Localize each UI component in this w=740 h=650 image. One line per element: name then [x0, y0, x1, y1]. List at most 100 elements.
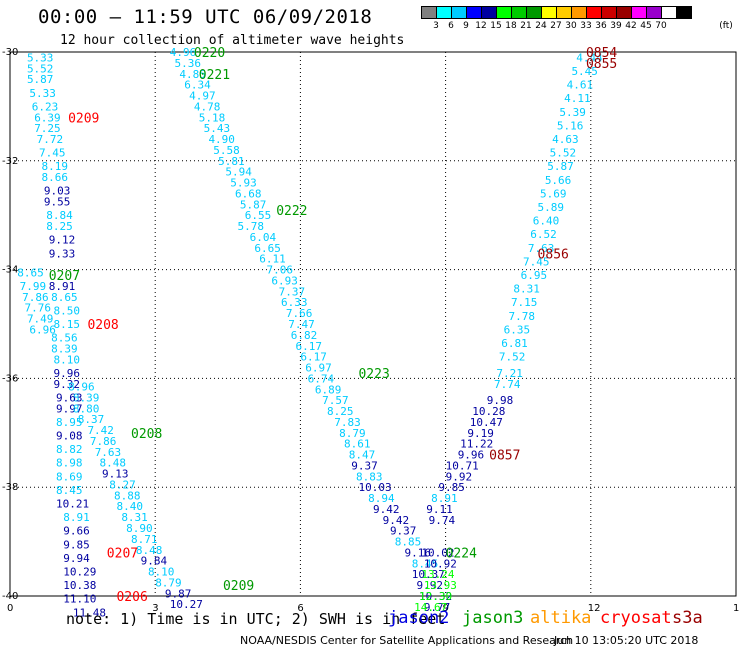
track-label: 0209	[68, 111, 99, 126]
swh-value: 8.61	[344, 438, 371, 451]
swh-value: 8.83	[356, 470, 383, 483]
chart-subtitle: 12 hour collection of altimeter wave hei…	[60, 33, 405, 48]
legend-label: 70	[655, 21, 667, 31]
swh-value: 8.96	[68, 381, 95, 394]
legend-label: 42	[625, 21, 637, 31]
x-tick-label: 15	[733, 603, 740, 614]
swh-value: 9.33	[49, 247, 76, 260]
swh-value: 13.24	[421, 568, 454, 581]
swh-value: 8.40	[116, 500, 143, 513]
swh-value: 7.47	[288, 318, 315, 331]
swh-value: 7.25	[34, 122, 61, 135]
track-label: 0224	[446, 546, 477, 561]
swh-value: 6.97	[305, 362, 332, 375]
swh-value: 7.74	[494, 378, 521, 391]
legend-label: 6	[448, 21, 454, 31]
swh-value: 5.18	[199, 111, 226, 124]
swh-value: 4.61	[567, 79, 594, 92]
swh-value: 8.10	[54, 353, 80, 366]
swh-value: 5.94	[225, 166, 252, 179]
color-legend	[421, 6, 692, 19]
legend-label: 27	[550, 21, 562, 31]
swh-value: 10.47	[470, 416, 503, 429]
swh-value: 7.63	[528, 242, 555, 255]
swh-value: 8.37	[78, 413, 105, 426]
swh-value: 14.67	[414, 601, 447, 614]
swh-value: 4.90	[208, 133, 235, 146]
y-tick-label: -32	[2, 156, 18, 167]
swh-value: 12.30	[419, 590, 452, 603]
track-label: 0856	[538, 247, 569, 262]
swh-value: 7.78	[509, 310, 536, 323]
swh-value: 9.87	[165, 587, 192, 600]
y-tick-label: -30	[2, 47, 18, 58]
swh-value: 10.27	[170, 598, 203, 611]
track-label: 0207	[49, 269, 80, 284]
swh-value: 9.97	[56, 402, 82, 415]
satellite-label-s3a: s3a	[672, 608, 703, 628]
swh-value: 4.85	[179, 68, 206, 81]
track-label: 0221	[199, 68, 230, 83]
swh-value: 7.76	[25, 302, 52, 315]
swh-value: 8.39	[51, 342, 78, 355]
swh-value: 5.52	[550, 147, 577, 160]
y-tick-label: -36	[2, 373, 18, 384]
legend-swatch	[676, 6, 692, 19]
color-legend-labels: 3 6 9 12 15 18 21 24 27 30 33 36 39 42 45 70 (ft)	[421, 21, 740, 33]
footer-credit: NOAA/NESDIS Center for Satellite Applica…	[240, 634, 574, 647]
legend-label: 45	[640, 21, 652, 31]
swh-value: 8.71	[131, 533, 158, 546]
swh-value: 8.91	[431, 492, 458, 505]
swh-value: 7.49	[27, 313, 54, 326]
swh-value: 6.34	[184, 79, 211, 92]
track-label: 0207	[107, 546, 138, 561]
swh-value: 9.55	[44, 196, 71, 209]
swh-value: 8.98	[56, 457, 82, 470]
legend-label: 12	[475, 21, 487, 31]
swh-value: 10.37	[412, 568, 445, 581]
swh-value: 8.15	[54, 318, 80, 331]
swh-value: 9.85	[438, 481, 465, 494]
swh-value: 9.66	[63, 525, 90, 538]
swh-value: 6.82	[291, 329, 318, 342]
swh-value: 9.98	[487, 394, 514, 407]
legend-label: 39	[610, 21, 622, 31]
swh-value: 7.21	[496, 367, 523, 380]
swh-value: 8.82	[56, 443, 82, 456]
swh-value: 4.96	[170, 46, 197, 59]
swh-value: 8.25	[327, 405, 354, 418]
swh-value: 8.66	[41, 171, 68, 184]
swh-value: 5.33	[29, 87, 56, 100]
swh-value: 9.16	[404, 546, 431, 559]
y-tick-label: -38	[2, 482, 18, 493]
swh-value: 9.74	[429, 514, 456, 527]
swh-value: 8.31	[513, 283, 540, 296]
swh-value: 6.96	[29, 323, 56, 336]
swh-value: 8.10	[148, 566, 175, 579]
swh-value: 4.63	[552, 133, 579, 146]
swh-value: 8.90	[126, 522, 153, 535]
swh-value: 10.21	[56, 498, 89, 511]
legend-label: 9	[463, 21, 469, 31]
satellite-label-cryosat: cryosat	[600, 608, 672, 628]
swh-value: 7.63	[95, 446, 122, 459]
swh-value: 9.42	[383, 514, 410, 527]
swh-value: 10.32	[419, 590, 452, 603]
swh-value: 7.72	[37, 133, 64, 146]
swh-value: 5.87	[547, 160, 574, 173]
x-tick-label: 12	[588, 603, 601, 614]
swh-value: 6.17	[296, 340, 323, 353]
swh-value: 6.35	[504, 323, 531, 336]
legend-label: 36	[595, 21, 607, 31]
swh-value: 9.19	[467, 427, 494, 440]
swh-value: 7.42	[87, 424, 114, 437]
swh-value: 8.91	[63, 511, 90, 524]
swh-value: 8.85	[395, 536, 422, 549]
swh-value: 5.66	[545, 174, 572, 187]
swh-value: 9.77	[424, 601, 451, 614]
legend-label: 24	[535, 21, 547, 31]
legend-label: 3	[433, 21, 439, 31]
legend-label: 30	[565, 21, 577, 31]
swh-value: 8.79	[339, 427, 366, 440]
swh-value: 6.23	[32, 100, 58, 113]
